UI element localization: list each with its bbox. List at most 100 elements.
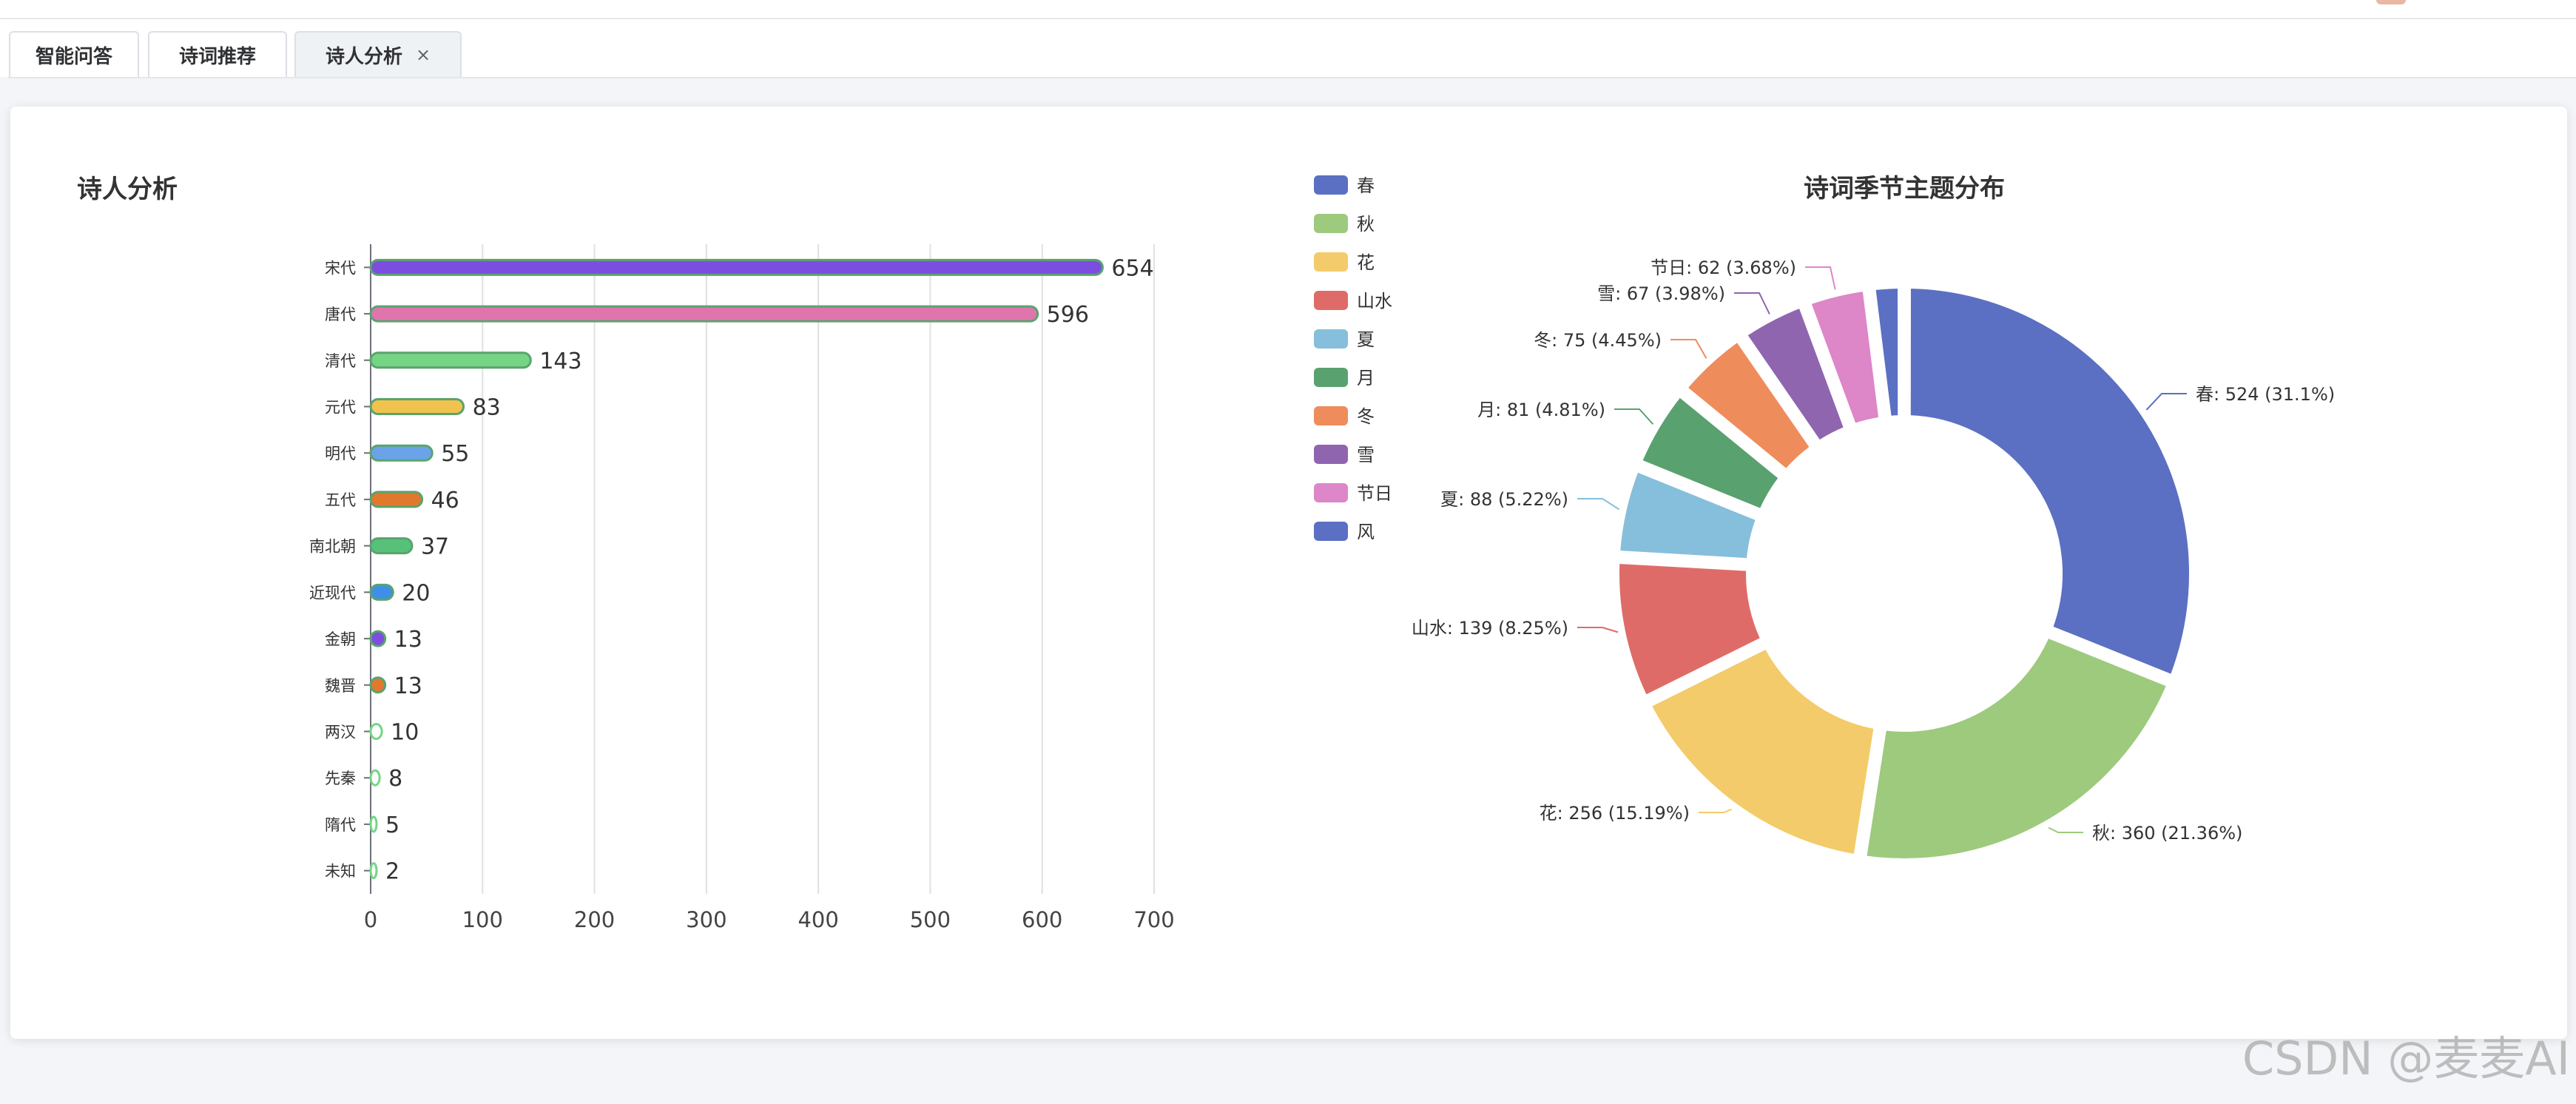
- bar: [369, 258, 1104, 276]
- user-avatar[interactable]: [2376, 0, 2406, 4]
- bar-value-label: 596: [1047, 302, 1089, 328]
- pie-slice-label: 春: 524 (31.1%): [2196, 384, 2335, 405]
- y-tick-label: 两汉: [325, 724, 356, 741]
- y-tick-label: 未知: [325, 863, 356, 881]
- y-tick-label: 唐代: [325, 306, 356, 323]
- legend-item-label: 秋: [1357, 214, 1375, 235]
- bar-value-label: 143: [539, 349, 581, 374]
- pie-slice-label: 山水: 139 (8.25%): [1412, 618, 1568, 639]
- tabs-divider: [7, 77, 2576, 78]
- y-tick-label: 魏晋: [325, 677, 356, 695]
- bar-value-label: 8: [388, 766, 402, 792]
- bar-value-label: 2: [385, 859, 399, 885]
- bar: [369, 769, 381, 787]
- legend-swatch: [1314, 368, 1348, 387]
- pie-slice: [1685, 339, 1813, 472]
- bar: [369, 537, 414, 555]
- y-tick-label: 先秦: [325, 770, 356, 787]
- bar-value-label: 37: [421, 534, 449, 560]
- y-tick-label: 南北朝: [309, 538, 356, 556]
- x-tick-label: 400: [798, 907, 838, 932]
- legend-swatch: [1314, 445, 1348, 464]
- bar: [369, 398, 465, 415]
- bar-value-label: 55: [441, 441, 469, 467]
- bar-value-label: 46: [431, 488, 459, 514]
- bar: [369, 676, 387, 694]
- y-tick-label: 宋代: [325, 259, 356, 277]
- pie-title: 诗词季节主题分布: [1804, 174, 2005, 203]
- y-tick-label: 隋代: [325, 816, 356, 834]
- bar: [369, 351, 532, 369]
- pie-slice-label: 月: 81 (4.81%): [1477, 400, 1605, 420]
- bar: [369, 491, 424, 508]
- pie-label-line: [1614, 408, 1654, 425]
- close-icon[interactable]: ×: [415, 44, 431, 65]
- bar-value-label: 20: [402, 580, 430, 606]
- pie-label-line: [1805, 266, 1836, 290]
- legend-item-label: 夏: [1357, 329, 1375, 350]
- legend-item-label: 山水: [1357, 291, 1392, 312]
- tab-label: 诗词推荐: [178, 45, 256, 68]
- y-tick-label: 明代: [325, 445, 356, 462]
- tab-poetry-recommend[interactable]: 诗词推荐: [148, 31, 287, 77]
- bar: [369, 630, 387, 647]
- tab-label: 智能问答: [35, 45, 112, 68]
- bar-value-label: 13: [394, 627, 422, 653]
- pie-label-line: [2048, 827, 2083, 833]
- tab-smart-qa[interactable]: 智能问答: [9, 31, 139, 77]
- pie-label-line: [1670, 339, 1707, 359]
- watermark: CSDN @麦麦AI: [2242, 1031, 2570, 1086]
- pie-slice-label: 秋: 360 (21.36%): [2092, 823, 2242, 844]
- tab-poet-analysis[interactable]: 诗人分析 ×: [294, 31, 462, 77]
- legend-item-label: 花: [1357, 252, 1375, 273]
- pie-slice-label: 冬: 75 (4.45%): [1534, 330, 1662, 351]
- legend-swatch: [1314, 483, 1348, 502]
- bar: [369, 815, 378, 833]
- x-tick-label: 500: [910, 907, 951, 932]
- pie-slice: [1808, 288, 1882, 426]
- bar-value-label: 83: [473, 395, 501, 421]
- y-tick-label: 金朝: [325, 630, 356, 648]
- bar: [369, 583, 394, 601]
- x-tick-label: 200: [574, 907, 615, 932]
- pie-slice: [1617, 469, 1759, 562]
- legend-item-label: 风: [1357, 522, 1375, 542]
- pie-slice-label: 节日: 62 (3.68%): [1651, 258, 1796, 278]
- pie-slice-label: 夏: 88 (5.22%): [1440, 489, 1568, 510]
- x-tick-label: 300: [686, 907, 726, 932]
- legend-swatch: [1314, 175, 1348, 195]
- pie-slice: [1744, 305, 1847, 443]
- y-tick-label: 清代: [325, 352, 356, 370]
- pie-slice: [1864, 635, 2170, 861]
- legend-swatch: [1314, 214, 1348, 233]
- bar-value-label: 13: [394, 673, 422, 699]
- legend-swatch: [1314, 522, 1348, 541]
- x-tick-label: 700: [1133, 907, 1174, 932]
- bar: [369, 723, 383, 740]
- pie-label-line: [2145, 393, 2187, 411]
- pie-slice: [1907, 286, 2192, 678]
- bar: [369, 444, 434, 462]
- top-header-bar: [0, 0, 2576, 19]
- legend-item-label: 节日: [1357, 483, 1392, 504]
- x-tick-label: 100: [462, 907, 503, 932]
- bar: [369, 305, 1039, 323]
- legend-item-label: 冬: [1357, 406, 1375, 427]
- legend-swatch: [1314, 406, 1348, 425]
- pie-slice: [1616, 560, 1764, 699]
- pie-slice: [1648, 646, 1877, 858]
- pie-label-line: [1699, 808, 1733, 813]
- y-tick-label: 五代: [325, 491, 356, 509]
- x-tick-label: 600: [1022, 907, 1062, 932]
- pie-label-line: [1734, 292, 1770, 314]
- legend-item-label: 月: [1357, 368, 1375, 388]
- bar-value-label: 5: [385, 812, 399, 838]
- legend-item-label: 春: [1357, 175, 1375, 196]
- bar: [369, 862, 378, 880]
- page-title: 诗人分析: [77, 175, 178, 204]
- y-tick-label: 近现代: [309, 584, 356, 602]
- bar-value-label: 654: [1111, 255, 1153, 281]
- x-tick-label: 0: [364, 907, 377, 932]
- pie-slice: [1872, 286, 1901, 419]
